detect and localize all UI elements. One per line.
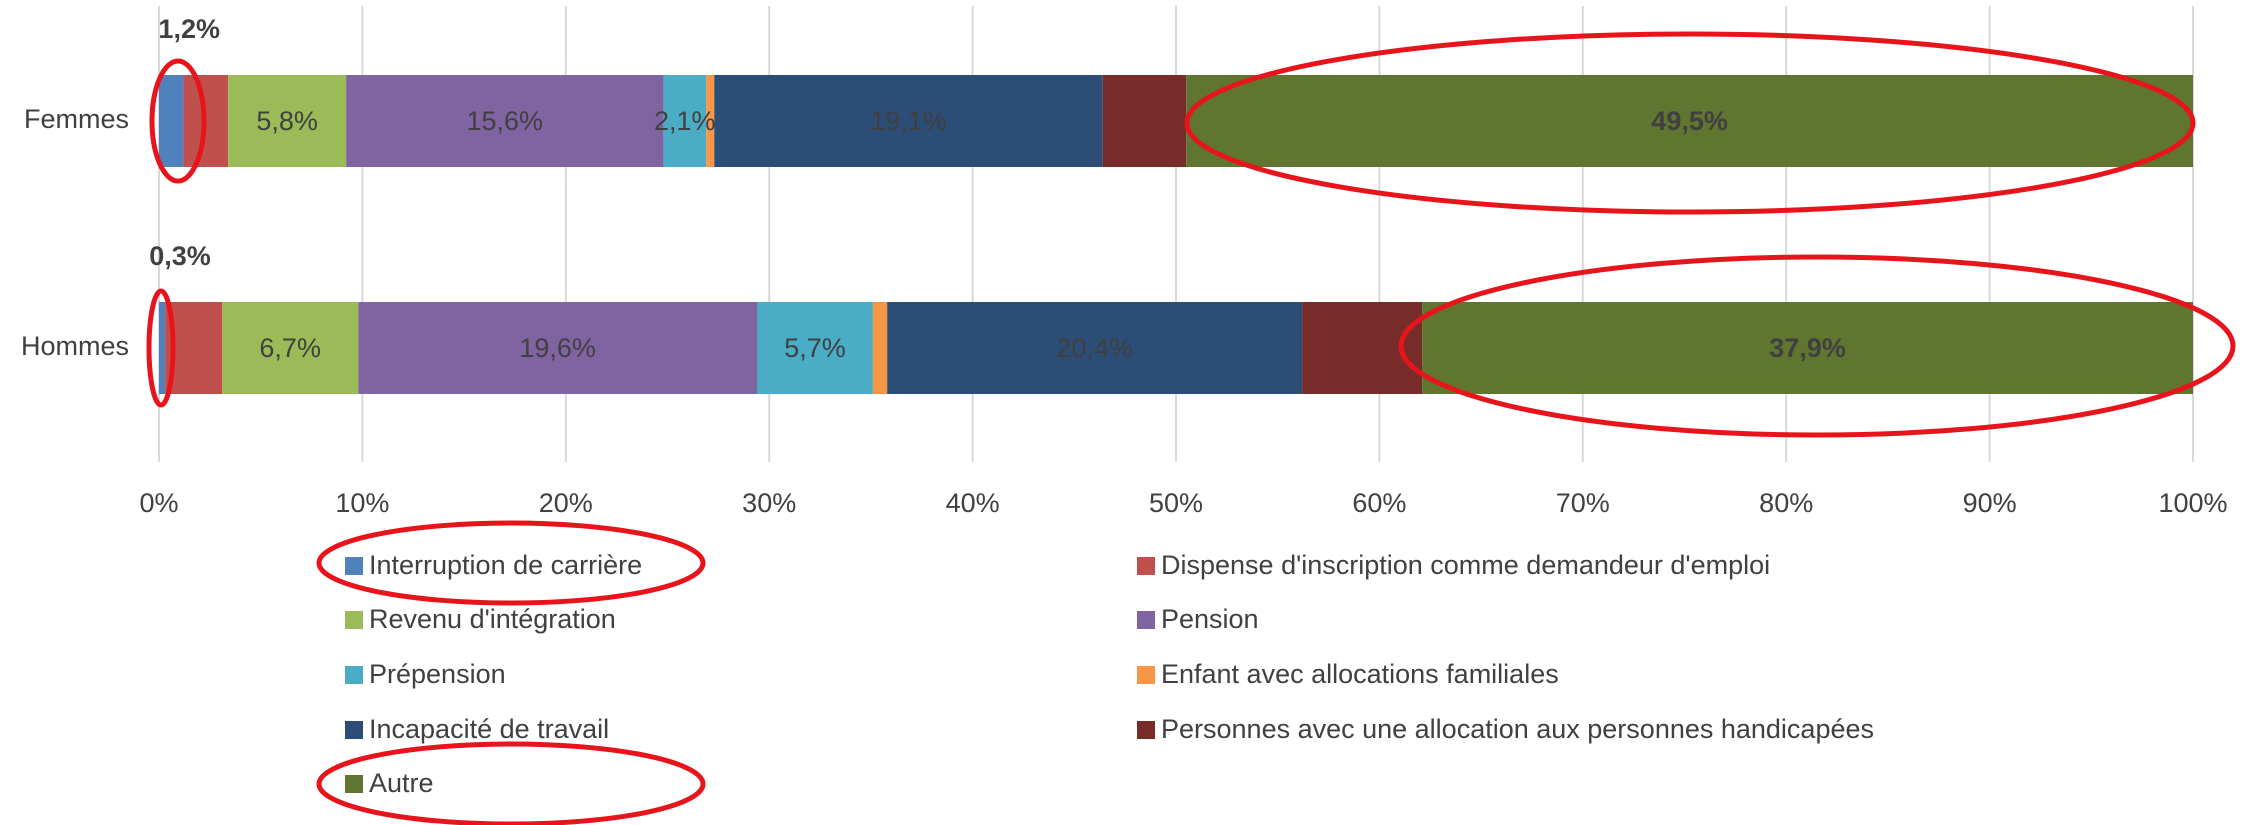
data-label: 5,8% <box>256 106 318 136</box>
data-label: 37,9% <box>1769 333 1846 363</box>
bar-segment <box>159 302 166 394</box>
legend-label: Incapacité de travail <box>369 714 609 744</box>
legend-swatch <box>1137 666 1155 684</box>
bar-segment <box>1302 302 1423 394</box>
legend-label: Autre <box>369 768 434 798</box>
legend-swatch <box>1137 611 1155 629</box>
data-label: 19,6% <box>519 333 596 363</box>
y-tick-label: Hommes <box>21 331 129 361</box>
x-tick-label: 70% <box>1556 488 1610 518</box>
x-tick-label: 40% <box>946 488 1000 518</box>
x-tick-label: 30% <box>742 488 796 518</box>
bar-segment <box>706 75 715 167</box>
highlight-ring <box>316 741 706 825</box>
bar-segment <box>714 75 1103 167</box>
x-tick-label: 60% <box>1352 488 1406 518</box>
highlight-ring <box>1398 254 2236 438</box>
legend-swatch <box>345 611 363 629</box>
x-tick-label: 80% <box>1759 488 1813 518</box>
bar-segment <box>872 302 888 394</box>
bar-segment <box>1186 75 2193 167</box>
data-label: 19,1% <box>870 106 947 136</box>
legend-swatch <box>345 775 363 793</box>
legend-swatch <box>345 666 363 684</box>
x-tick-label: 50% <box>1149 488 1203 518</box>
legend-label: Pension <box>1161 604 1259 634</box>
legend-swatch <box>345 557 363 575</box>
data-label: 49,5% <box>1651 106 1728 136</box>
data-label: 6,7% <box>259 333 321 363</box>
data-label: 20,4% <box>1056 333 1133 363</box>
x-tick-label: 10% <box>335 488 389 518</box>
bar-segment <box>358 302 757 394</box>
bar-segment <box>228 75 347 167</box>
bar-segment <box>159 75 184 167</box>
bar-segment <box>222 302 359 394</box>
x-tick-label: 100% <box>2158 488 2227 518</box>
legend-label: Interruption de carrière <box>369 550 642 580</box>
legend-label: Dispense d'inscription comme demandeur d… <box>1161 550 1770 580</box>
bar-segment <box>887 302 1303 394</box>
legend-label: Revenu d'intégration <box>369 604 616 634</box>
legend-label: Prépension <box>369 659 506 689</box>
x-tick-label: 0% <box>139 488 178 518</box>
bar-segment <box>1102 75 1187 167</box>
legend-swatch <box>345 721 363 739</box>
annotations <box>146 31 2236 825</box>
legend-swatch <box>1137 557 1155 575</box>
highlight-ring <box>1184 31 2196 215</box>
plot <box>159 75 2193 394</box>
bar-segment <box>663 75 707 167</box>
y-tick-label: Femmes <box>24 104 129 134</box>
highlight-ring <box>146 288 176 408</box>
x-tick-label: 20% <box>539 488 593 518</box>
highlight-ring <box>149 58 207 184</box>
data-label: 1,2% <box>158 14 220 44</box>
data-label: 0,3% <box>149 241 211 271</box>
data-label: 15,6% <box>466 106 543 136</box>
data-label: 2,1% <box>654 106 716 136</box>
legend-label: Personnes avec une allocation aux person… <box>1161 714 1874 744</box>
bar-segment <box>756 302 873 394</box>
x-tick-label: 90% <box>1963 488 2017 518</box>
bar-segment <box>346 75 664 167</box>
bar-segment <box>1422 302 2193 394</box>
legend-swatch <box>1137 721 1155 739</box>
legend-label: Enfant avec allocations familiales <box>1161 659 1559 689</box>
highlight-ring <box>316 520 706 606</box>
data-label: 5,7% <box>784 333 846 363</box>
